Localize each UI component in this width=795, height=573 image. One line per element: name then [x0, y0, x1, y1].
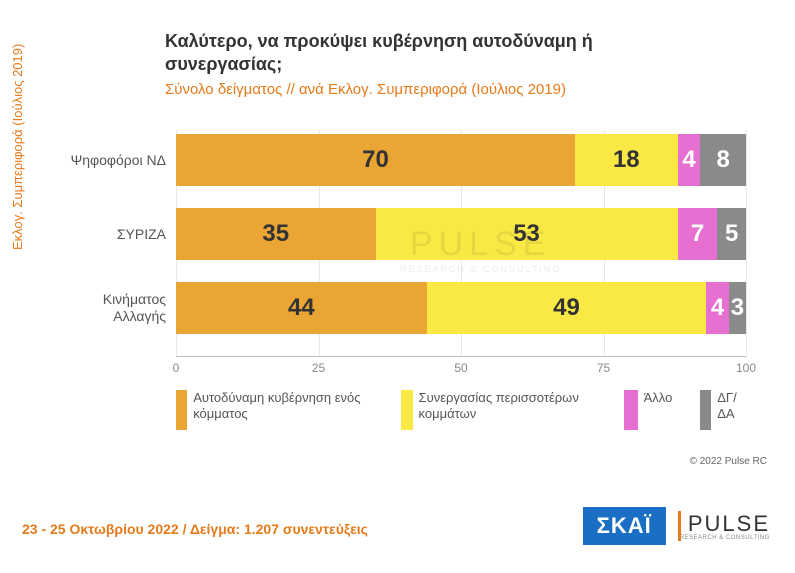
bar-segment-autonomous: 35 [176, 208, 376, 260]
pulse-logo-sub: RESEARCH & CONSULTING [680, 535, 770, 541]
legend-item: ΔΓ/ΔΑ [700, 390, 746, 430]
bar-track: 355375 [176, 208, 746, 260]
legend-label: Άλλο [644, 390, 673, 406]
bar-segment-dkna: 5 [717, 208, 746, 260]
legend-swatch [624, 390, 638, 430]
footer-date-sample: 23 - 25 Οκτωβρίου 2022 / Δείγμα: 1.207 σ… [22, 521, 368, 537]
x-tick-label: 50 [454, 361, 467, 375]
bar-track: 444943 [176, 282, 746, 334]
chart-title: Καλύτερο, να προκύψει κυβέρνηση αυτοδύνα… [165, 30, 705, 77]
bar-segment-dkna: 3 [729, 282, 746, 334]
bar-row: Κινήματος Αλλαγής444943 [60, 280, 760, 336]
legend-label: ΔΓ/ΔΑ [717, 390, 746, 423]
bar-track: 701848 [176, 134, 746, 186]
vertical-axis-label: Εκλογ. Συμπεριφορά (Ιούλιος 2019) [10, 44, 25, 250]
x-axis: 0255075100 [176, 356, 746, 376]
x-axis-ticks: 0255075100 [176, 357, 746, 377]
x-tick-label: 75 [597, 361, 610, 375]
bar-segment-other: 7 [678, 208, 718, 260]
row-label: ΣΥΡΙΖΑ [60, 226, 176, 243]
bar-segment-coalition: 49 [427, 282, 706, 334]
bar-segment-autonomous: 44 [176, 282, 427, 334]
row-label: Ψηφοφόροι ΝΔ [60, 152, 176, 169]
copyright: © 2022 Pulse RC [690, 456, 767, 467]
skai-logo: ΣΚΑΪ [583, 507, 666, 545]
bar-row: ΣΥΡΙΖΑ355375 [60, 206, 760, 262]
bar-segment-other: 4 [706, 282, 729, 334]
legend-label: Αυτοδύναμη κυβέρνηση ενός κόμματος [193, 390, 373, 423]
row-label: Κινήματος Αλλαγής [60, 291, 176, 325]
legend-swatch [176, 390, 187, 430]
bar-segment-autonomous: 70 [176, 134, 575, 186]
legend-label: Συνεργασίας περισσοτέρων κομμάτων [419, 390, 596, 423]
title-block: Καλύτερο, να προκύψει κυβέρνηση αυτοδύνα… [165, 30, 705, 98]
legend-swatch [700, 390, 711, 430]
legend: Αυτοδύναμη κυβέρνηση ενός κόμματος Συνεργ… [176, 390, 746, 430]
bar-row: Ψηφοφόροι ΝΔ701848 [60, 132, 760, 188]
logo-block: ΣΚΑΪ PULSE RESEARCH & CONSULTING [583, 507, 770, 545]
pulse-logo: PULSE RESEARCH & CONSULTING [680, 511, 770, 541]
bar-segment-dkna: 8 [700, 134, 746, 186]
legend-swatch [401, 390, 412, 430]
legend-item: Αυτοδύναμη κυβέρνηση ενός κόμματος [176, 390, 373, 430]
bar-segment-other: 4 [678, 134, 701, 186]
x-tick-label: 0 [173, 361, 180, 375]
legend-item: Άλλο [624, 390, 673, 430]
x-tick-label: 100 [736, 361, 756, 375]
chart-subtitle: Σύνολο δείγματος // ανά Εκλογ. Συμπεριφο… [165, 81, 705, 98]
x-tick-label: 25 [312, 361, 325, 375]
pulse-logo-text: PULSE [688, 511, 770, 536]
bar-segment-coalition: 18 [575, 134, 678, 186]
chart-area: Ψηφοφόροι ΝΔ701848ΣΥΡΙΖΑ355375Κινήματος … [60, 132, 760, 362]
legend-item: Συνεργασίας περισσοτέρων κομμάτων [401, 390, 595, 430]
bar-segment-coalition: 53 [376, 208, 678, 260]
